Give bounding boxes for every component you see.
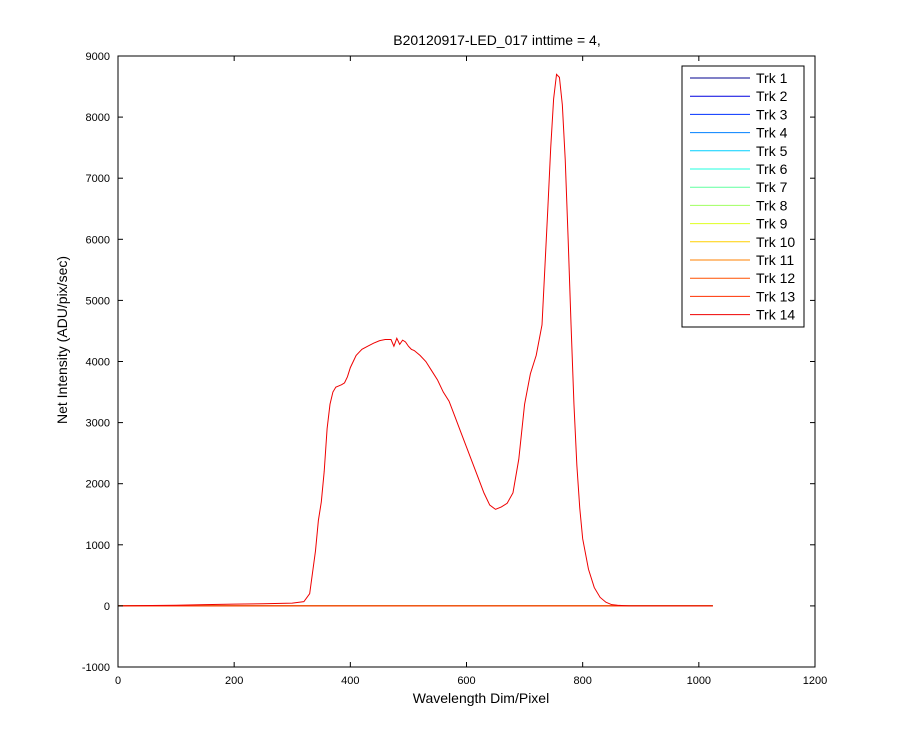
chart-title: B20120917-LED_017 inttime = 4, [393, 32, 600, 48]
y-tick-label: 5000 [86, 295, 110, 307]
legend-label-trk-11: Trk 11 [756, 252, 794, 268]
y-tick-label: 9000 [86, 51, 110, 63]
y-tick-label: 0 [104, 601, 110, 613]
legend-label-trk-1: Trk 1 [756, 70, 788, 86]
y-tick-label: 8000 [86, 112, 110, 124]
y-tick-label: 1000 [86, 540, 110, 552]
series-line-trk-14 [117, 73, 713, 607]
legend-label-trk-5: Trk 5 [756, 143, 788, 159]
legend-label-trk-7: Trk 7 [756, 179, 788, 195]
legend-label-trk-13: Trk 13 [756, 288, 795, 304]
legend-label-trk-14: Trk 14 [756, 307, 795, 323]
legend-box [681, 65, 805, 328]
x-tick-label: 400 [341, 675, 359, 687]
y-tick-label: 6000 [86, 234, 110, 246]
legend: Trk 1 Trk 2 Trk 3 Trk 4 Trk 5 Trk 6 Trk 7 Trk 8… [681, 65, 805, 328]
x-axis-title: Wavelength Dim/Pixel [413, 690, 549, 706]
axes-layer: 0 200 400 600 800 1000 1200 -1000 0 1000 2000 3000 4… [82, 51, 827, 687]
y-tick-label: 7000 [86, 173, 110, 185]
y-tick-label: 3000 [86, 418, 110, 430]
x-tick-label: 800 [573, 675, 591, 687]
x-tick-label: 1000 [687, 675, 711, 687]
series-layer [117, 73, 713, 607]
x-tick-label: 0 [115, 675, 121, 687]
x-tick-label: 200 [225, 675, 243, 687]
x-tick-label: 1200 [803, 675, 827, 687]
legend-label-trk-9: Trk 9 [756, 216, 788, 232]
y-axis-title: Net Intensity (ADU/pix/sec) [54, 256, 70, 424]
legend-label-trk-2: Trk 2 [756, 88, 788, 104]
x-tick-label: 600 [457, 675, 475, 687]
legend-label-trk-8: Trk 8 [756, 197, 788, 213]
y-tick-label: 4000 [86, 357, 110, 369]
legend-label-trk-6: Trk 6 [756, 161, 788, 177]
legend-label-trk-3: Trk 3 [756, 106, 788, 122]
y-tick-label: -1000 [82, 662, 110, 674]
legend-label-trk-4: Trk 4 [756, 125, 788, 141]
y-tick-label: 2000 [86, 479, 110, 491]
legend-label-trk-12: Trk 12 [756, 270, 795, 286]
legend-label-trk-10: Trk 10 [756, 234, 795, 250]
